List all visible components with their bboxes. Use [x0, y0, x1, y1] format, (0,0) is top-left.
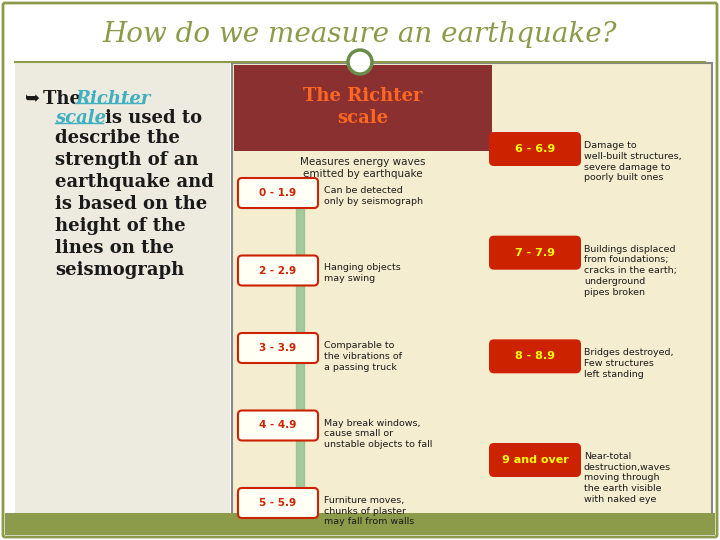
FancyBboxPatch shape	[238, 255, 318, 286]
FancyBboxPatch shape	[3, 3, 717, 537]
Text: 7 - 7.9: 7 - 7.9	[515, 248, 555, 258]
Text: 4 - 4.9: 4 - 4.9	[259, 421, 297, 430]
Text: Furniture moves,
chunks of plaster
may fall from walls: Furniture moves, chunks of plaster may f…	[324, 496, 414, 526]
Text: height of the: height of the	[55, 217, 186, 235]
Text: Comparable to
the vibrations of
a passing truck: Comparable to the vibrations of a passin…	[324, 341, 402, 372]
FancyBboxPatch shape	[234, 65, 492, 151]
Text: How do we measure an earthquake?: How do we measure an earthquake?	[103, 22, 617, 49]
Text: The Richter
scale: The Richter scale	[303, 87, 423, 127]
Circle shape	[348, 50, 372, 74]
Text: ➥: ➥	[25, 90, 40, 108]
FancyBboxPatch shape	[232, 63, 712, 525]
Text: 9 and over: 9 and over	[502, 455, 568, 465]
Text: strength of an: strength of an	[55, 151, 199, 169]
Text: Bridges destroyed,
Few structures
left standing: Bridges destroyed, Few structures left s…	[584, 348, 673, 379]
Text: is used to: is used to	[105, 109, 202, 127]
Text: Measures energy waves
emitted by earthquake: Measures energy waves emitted by earthqu…	[300, 157, 426, 179]
FancyBboxPatch shape	[238, 410, 318, 441]
FancyBboxPatch shape	[489, 339, 581, 373]
Text: describe the: describe the	[55, 129, 180, 147]
Text: lines on the: lines on the	[55, 239, 174, 257]
FancyBboxPatch shape	[489, 443, 581, 477]
Text: scale: scale	[55, 109, 106, 127]
Text: Can be detected
only by seismograph: Can be detected only by seismograph	[324, 186, 423, 206]
FancyBboxPatch shape	[238, 178, 318, 208]
Text: 2 - 2.9: 2 - 2.9	[259, 266, 297, 275]
FancyBboxPatch shape	[489, 132, 581, 166]
Text: Richter: Richter	[75, 90, 150, 108]
Text: 5 - 5.9: 5 - 5.9	[259, 498, 297, 508]
Text: earthquake and: earthquake and	[55, 173, 214, 191]
Text: Buildings displaced
from foundations;
cracks in the earth;
underground
pipes bro: Buildings displaced from foundations; cr…	[584, 245, 677, 296]
Text: 8 - 8.9: 8 - 8.9	[515, 352, 555, 361]
FancyBboxPatch shape	[15, 63, 230, 525]
Text: is based on the: is based on the	[55, 195, 207, 213]
Text: May break windows,
cause small or
unstable objects to fall: May break windows, cause small or unstab…	[324, 418, 433, 449]
Text: The: The	[43, 90, 87, 108]
FancyBboxPatch shape	[5, 513, 715, 535]
Text: Near-total
destruction,waves
moving through
the earth visible
with naked eye: Near-total destruction,waves moving thro…	[584, 452, 671, 504]
Text: 6 - 6.9: 6 - 6.9	[515, 144, 555, 154]
FancyBboxPatch shape	[489, 235, 581, 269]
FancyBboxPatch shape	[238, 488, 318, 518]
Text: Damage to
well-built structures,
severe damage to
poorly built ones: Damage to well-built structures, severe …	[584, 141, 682, 183]
Text: 3 - 3.9: 3 - 3.9	[259, 343, 297, 353]
Text: seismograph: seismograph	[55, 261, 184, 279]
FancyBboxPatch shape	[238, 333, 318, 363]
Text: 0 - 1.9: 0 - 1.9	[259, 188, 297, 198]
Text: Hanging objects
may swing: Hanging objects may swing	[324, 264, 401, 284]
